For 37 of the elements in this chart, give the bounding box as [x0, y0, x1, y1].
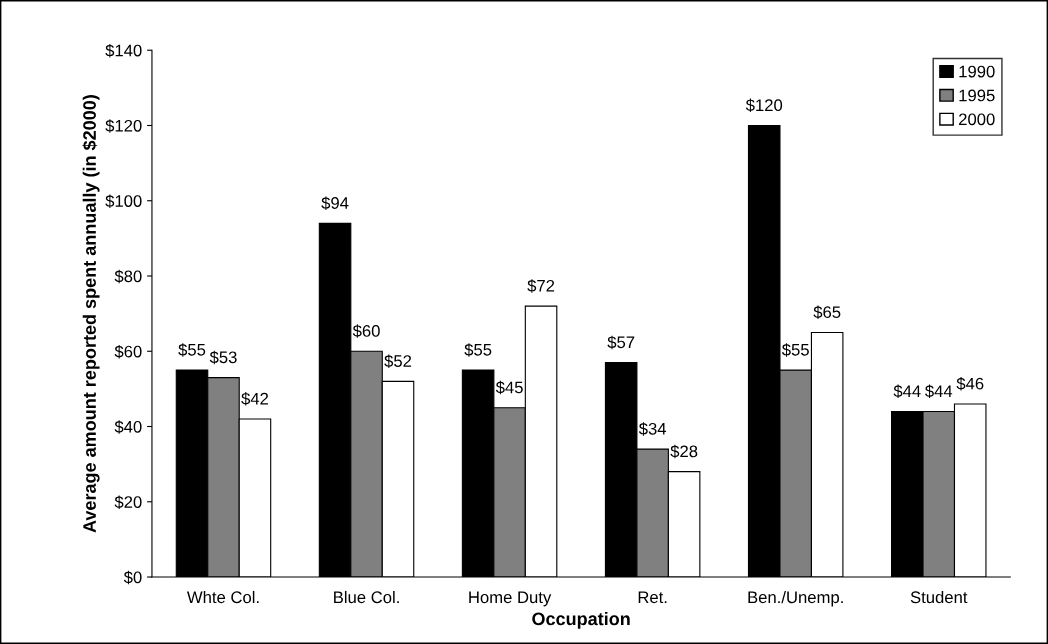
- x-tick-label: Student: [910, 590, 968, 604]
- data-label: $44: [925, 384, 953, 399]
- data-label: $53: [209, 350, 237, 365]
- data-label: $28: [670, 444, 698, 459]
- x-tick-label: Blue Col.: [334, 590, 399, 604]
- data-label: $55: [178, 343, 206, 357]
- data-label: $94: [321, 196, 349, 210]
- y-axis-title: Average amount reported spent annually (in $2000): [82, 95, 100, 533]
- x-tick-label: Ret.: [638, 591, 667, 604]
- y-tick-label: $20: [114, 495, 142, 509]
- y-tick-label: $120: [105, 119, 142, 133]
- x-tick-label: Ben./Unemp.: [748, 590, 843, 607]
- y-tick-label: $60: [114, 344, 142, 359]
- legend-label: 2000: [959, 113, 995, 126]
- data-label: $72: [527, 279, 555, 293]
- x-tick-label: Whte Col.: [186, 590, 259, 604]
- data-label: $55: [464, 343, 492, 357]
- data-label: $57: [607, 335, 635, 350]
- data-label: $42: [241, 392, 269, 406]
- data-label: $65: [813, 305, 841, 320]
- y-tick-label: $0: [123, 570, 142, 585]
- y-tick-label: $80: [114, 269, 142, 284]
- y-tick-label: $100: [105, 194, 142, 208]
- data-label: $34: [638, 422, 667, 436]
- data-label: $60: [352, 324, 380, 338]
- data-label: $55: [781, 343, 809, 357]
- data-label: $120: [745, 98, 783, 113]
- data-label: $52: [384, 354, 412, 368]
- x-tick-label: Home Duty: [469, 591, 552, 607]
- legend-label: 1995: [959, 89, 995, 102]
- legend-label: 1990: [959, 65, 995, 78]
- data-label: $46: [956, 377, 984, 391]
- y-tick-label: $140: [105, 43, 142, 58]
- y-tick-label: $40: [114, 420, 142, 434]
- data-label: $45: [495, 380, 523, 395]
- data-label: $44: [893, 384, 921, 399]
- x-axis-title: Occupation: [532, 612, 630, 629]
